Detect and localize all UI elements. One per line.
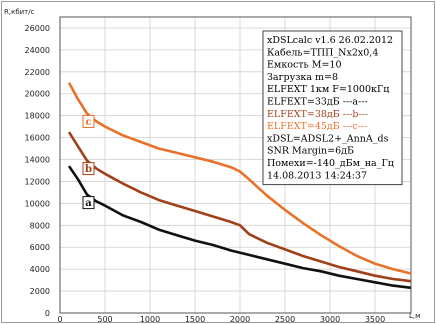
legend-line: xDSL=ADSL2+_AnnA_ds: [267, 133, 389, 144]
x-tick-label: 3500: [365, 315, 385, 324]
x-tick-label: 0: [57, 315, 62, 324]
y-axis-label: R,кбит/с: [4, 8, 35, 16]
series-marker-c: c: [85, 117, 91, 128]
series-marker-box-a: [82, 196, 95, 210]
series-markers: a b c: [82, 114, 95, 210]
series-line-b: [67, 131, 412, 283]
x-ticks: 0 500 1000 1500 2000 2500 3000 3500: [57, 315, 385, 324]
y-tick-label: 18000: [25, 112, 50, 121]
x-tick-label: 2500: [275, 315, 295, 324]
y-ticks: 0 2000 4000 6000 8000 10000 12000 14000 16000 180…: [25, 24, 50, 318]
x-tick-label: 1000: [140, 315, 160, 324]
legend-line: ELFEXT=45дБ ---c---: [267, 121, 367, 132]
y-tick-label: 16000: [25, 134, 50, 143]
x-tick-label: 2000: [230, 315, 250, 324]
legend-line: 14.08.2013 14:24:37: [267, 170, 367, 181]
legend-line: Помехи=-140_дБм_на_Гц: [267, 158, 394, 169]
y-tick-label: 10000: [25, 199, 50, 208]
series-lines: [67, 82, 412, 290]
y-tick-label: 12000: [25, 177, 50, 186]
legend-line: SNR Margin=6дБ: [267, 146, 354, 157]
y-tick-label: 0: [45, 309, 50, 318]
plot-area: [59, 16, 412, 314]
y-tick-label: 2000: [30, 287, 50, 296]
y-tick-label: 24000: [25, 46, 50, 55]
y-tick-label: 26000: [25, 24, 50, 33]
legend-line: Загрузка m=8: [267, 72, 338, 83]
x-tick-label: 3000: [320, 315, 340, 324]
legend-line: Емкость M=10: [267, 60, 342, 71]
series-line-a: [67, 165, 412, 290]
legend-line: xDSLcalc v1.6 26.02.2012: [267, 35, 393, 46]
series-marker-a: a: [85, 198, 92, 209]
legend-line: ELFEXT 1км F=1000кГц: [267, 84, 389, 95]
info-legend: xDSLcalc v1.6 26.02.2012Кабель=ТПП_Nx2x0…: [262, 30, 403, 186]
plot-border: [59, 16, 412, 314]
legend-line: ELFEXT=33дБ ---a---: [267, 97, 368, 108]
y-tick-label: 4000: [30, 265, 50, 274]
series-marker-b: b: [85, 164, 92, 175]
series-marker-box-b: [82, 162, 95, 176]
y-tick-label: 6000: [30, 243, 50, 252]
legend-line: Кабель=ТПП_Nx2x0,4: [267, 47, 378, 58]
x-tick-label: 1500: [185, 315, 205, 324]
x-axis-label: L,м: [409, 312, 420, 320]
y-tick-label: 8000: [30, 221, 50, 230]
legend-line: ELFEXT=38дБ ---b---: [267, 109, 368, 120]
y-tick-label: 22000: [25, 68, 50, 77]
legend-box: [262, 30, 403, 186]
x-tick-label: 500: [97, 315, 112, 324]
series-marker-box-c: [82, 114, 95, 128]
series-line-c: [67, 82, 412, 275]
y-tick-label: 14000: [25, 156, 50, 165]
y-tick-label: 20000: [25, 90, 50, 99]
